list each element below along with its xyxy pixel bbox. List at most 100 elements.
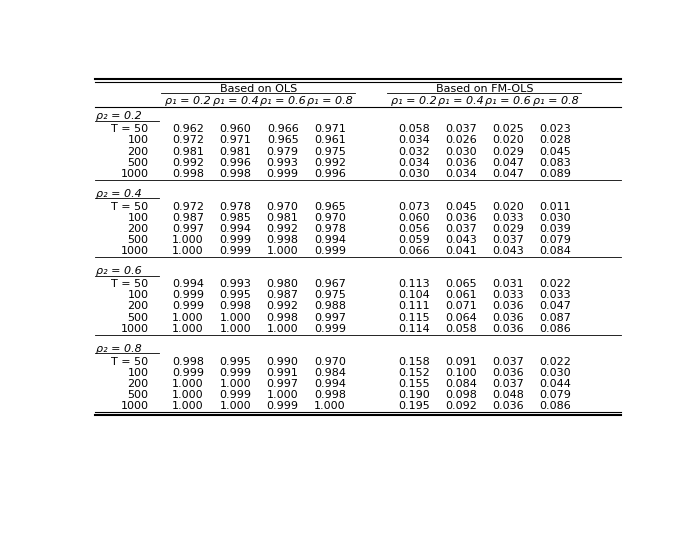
Text: 0.023: 0.023	[540, 124, 571, 134]
Text: 0.037: 0.037	[445, 124, 477, 134]
Text: 0.999: 0.999	[267, 401, 299, 411]
Text: 0.999: 0.999	[172, 368, 204, 378]
Text: 0.064: 0.064	[445, 312, 477, 323]
Text: 0.025: 0.025	[492, 124, 524, 134]
Text: 500: 500	[128, 235, 148, 245]
Text: 0.991: 0.991	[267, 368, 299, 378]
Text: 0.011: 0.011	[540, 201, 571, 211]
Text: 0.079: 0.079	[540, 390, 572, 400]
Text: 1.000: 1.000	[267, 246, 299, 256]
Text: 0.998: 0.998	[267, 235, 299, 245]
Text: 0.972: 0.972	[172, 135, 204, 145]
Text: 0.047: 0.047	[492, 158, 524, 168]
Text: 0.113: 0.113	[398, 279, 430, 289]
Text: 1.000: 1.000	[220, 379, 251, 389]
Text: 0.962: 0.962	[172, 124, 204, 134]
Text: 0.022: 0.022	[540, 279, 572, 289]
Text: 1.000: 1.000	[173, 235, 204, 245]
Text: 0.031: 0.031	[493, 279, 524, 289]
Text: T = 50: T = 50	[112, 201, 148, 211]
Text: 1.000: 1.000	[220, 401, 251, 411]
Text: 0.083: 0.083	[540, 158, 571, 168]
Text: 100: 100	[128, 290, 148, 300]
Text: 0.998: 0.998	[220, 169, 252, 179]
Text: 0.993: 0.993	[267, 158, 299, 168]
Text: 0.995: 0.995	[220, 357, 252, 367]
Text: 0.967: 0.967	[314, 279, 346, 289]
Text: 0.978: 0.978	[220, 201, 252, 211]
Text: 0.034: 0.034	[445, 169, 477, 179]
Text: 0.091: 0.091	[445, 357, 477, 367]
Text: 0.043: 0.043	[445, 235, 477, 245]
Text: 200: 200	[128, 301, 148, 311]
Text: 1.000: 1.000	[173, 390, 204, 400]
Text: 0.028: 0.028	[540, 135, 572, 145]
Text: 1.000: 1.000	[173, 246, 204, 256]
Text: 0.971: 0.971	[220, 135, 252, 145]
Text: 0.190: 0.190	[398, 390, 430, 400]
Text: 0.999: 0.999	[172, 301, 204, 311]
Text: 0.999: 0.999	[172, 290, 204, 300]
Text: 0.066: 0.066	[398, 246, 430, 256]
Text: 0.990: 0.990	[267, 357, 299, 367]
Text: 0.034: 0.034	[398, 135, 430, 145]
Text: 0.030: 0.030	[540, 213, 571, 223]
Text: 200: 200	[128, 379, 148, 389]
Text: 200: 200	[128, 147, 148, 157]
Text: 0.999: 0.999	[314, 324, 346, 334]
Text: 0.114: 0.114	[398, 324, 430, 334]
Text: 100: 100	[128, 368, 148, 378]
Text: 0.098: 0.098	[445, 390, 477, 400]
Text: 0.047: 0.047	[492, 169, 524, 179]
Text: 0.992: 0.992	[267, 301, 299, 311]
Text: 0.980: 0.980	[267, 279, 299, 289]
Text: 0.020: 0.020	[492, 201, 524, 211]
Text: 0.115: 0.115	[398, 312, 430, 323]
Text: 0.036: 0.036	[493, 368, 524, 378]
Text: 0.975: 0.975	[314, 290, 346, 300]
Text: 0.030: 0.030	[398, 169, 430, 179]
Text: 0.039: 0.039	[540, 224, 571, 234]
Text: 0.971: 0.971	[314, 124, 346, 134]
Text: Based on FM-OLS: Based on FM-OLS	[436, 83, 534, 94]
Text: 0.994: 0.994	[314, 235, 346, 245]
Text: 0.041: 0.041	[445, 246, 477, 256]
Text: 0.981: 0.981	[220, 147, 252, 157]
Text: ρ₂ = 0.2: ρ₂ = 0.2	[96, 112, 142, 121]
Text: 1000: 1000	[121, 246, 148, 256]
Text: 1.000: 1.000	[173, 324, 204, 334]
Text: 1.000: 1.000	[267, 324, 299, 334]
Text: 500: 500	[128, 158, 148, 168]
Text: 0.972: 0.972	[172, 201, 204, 211]
Text: 0.086: 0.086	[540, 401, 571, 411]
Text: 0.152: 0.152	[398, 368, 430, 378]
Text: 0.970: 0.970	[314, 357, 346, 367]
Text: 0.999: 0.999	[314, 246, 346, 256]
Text: 0.992: 0.992	[172, 158, 204, 168]
Text: 1.000: 1.000	[173, 312, 204, 323]
Text: 1.000: 1.000	[220, 324, 251, 334]
Text: 1.000: 1.000	[267, 390, 299, 400]
Text: 0.104: 0.104	[398, 290, 430, 300]
Text: 1000: 1000	[121, 169, 148, 179]
Text: 0.056: 0.056	[398, 224, 430, 234]
Text: 0.048: 0.048	[492, 390, 524, 400]
Text: 0.992: 0.992	[267, 224, 299, 234]
Text: 0.987: 0.987	[267, 290, 299, 300]
Text: 0.984: 0.984	[314, 368, 346, 378]
Text: 1.000: 1.000	[173, 401, 204, 411]
Text: 0.022: 0.022	[540, 357, 572, 367]
Text: ρ₁ = 0.8: ρ₁ = 0.8	[307, 96, 353, 106]
Text: 0.994: 0.994	[220, 224, 252, 234]
Text: 0.058: 0.058	[445, 324, 477, 334]
Text: 500: 500	[128, 312, 148, 323]
Text: 0.155: 0.155	[398, 379, 430, 389]
Text: T = 50: T = 50	[112, 357, 148, 367]
Text: 0.032: 0.032	[398, 147, 430, 157]
Text: 0.979: 0.979	[267, 147, 299, 157]
Text: 0.999: 0.999	[220, 235, 252, 245]
Text: 0.999: 0.999	[267, 169, 299, 179]
Text: 0.084: 0.084	[445, 379, 477, 389]
Text: 0.034: 0.034	[398, 158, 430, 168]
Text: ρ₁ = 0.4: ρ₁ = 0.4	[213, 96, 258, 106]
